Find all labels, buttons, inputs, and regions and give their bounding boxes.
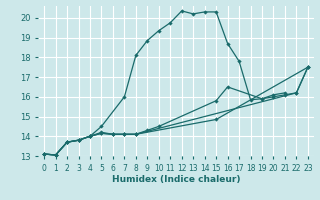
X-axis label: Humidex (Indice chaleur): Humidex (Indice chaleur) (112, 175, 240, 184)
